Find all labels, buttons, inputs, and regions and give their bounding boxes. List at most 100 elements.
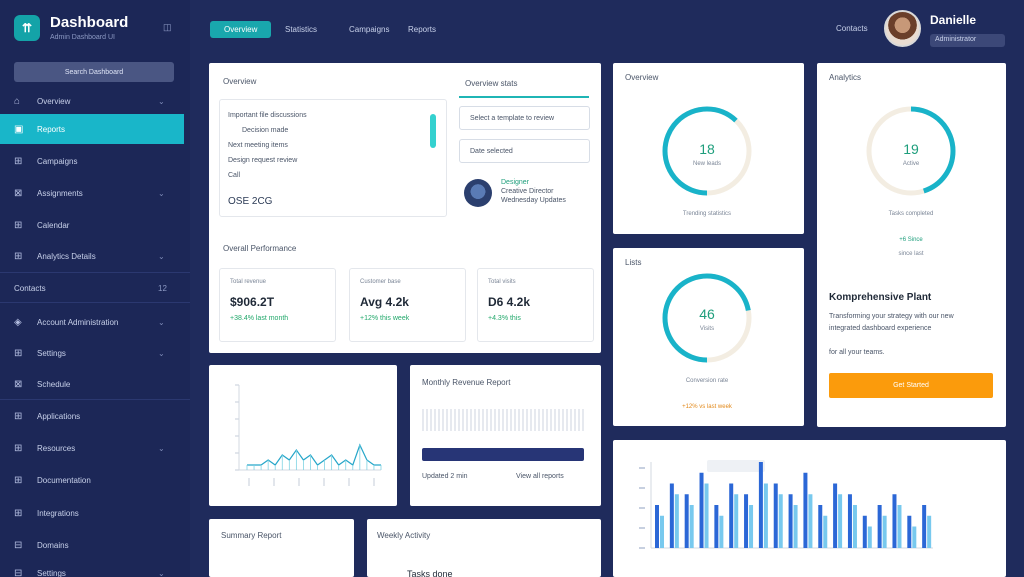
- reports-icon: ▣: [14, 123, 24, 135]
- domains-icon: ⊟: [14, 539, 23, 551]
- person-name: Designer: [501, 179, 530, 186]
- bar: [808, 494, 813, 548]
- bar: [655, 505, 659, 548]
- account-icon: ◈: [14, 316, 22, 328]
- stat-label: Total visits: [488, 279, 516, 285]
- sidebar-item-resources[interactable]: ⊞ Resources ⌄: [0, 435, 184, 461]
- bar: [922, 505, 927, 548]
- chart-icon: ⊞: [14, 250, 23, 262]
- card-title: Lists: [625, 258, 642, 267]
- bar: [788, 494, 793, 548]
- bar: [689, 505, 694, 548]
- trend-note: +12% vs last week: [682, 404, 732, 410]
- template-select[interactable]: Select a template to review: [459, 106, 590, 130]
- tab-overview[interactable]: Overview: [210, 21, 272, 38]
- sidebar-item-domains[interactable]: ⊟ Domains: [0, 532, 184, 558]
- list-item: Call: [228, 172, 241, 179]
- activity-subtitle: Tasks done: [407, 569, 453, 577]
- sidebar-item-documentation[interactable]: ⊞ Documentation: [0, 467, 184, 493]
- section-heading: Contacts: [14, 284, 46, 293]
- calendar-icon: ⊞: [14, 219, 23, 231]
- bar: [818, 505, 823, 548]
- sidebar-item-campaigns[interactable]: ⊞ Campaigns: [0, 148, 184, 174]
- promo-text: integrated dashboard experience: [829, 325, 932, 332]
- card-title: Overview: [223, 77, 257, 86]
- ring-badge: +6 Since: [899, 237, 923, 243]
- divider: [0, 399, 190, 400]
- user-name: Danielle: [930, 13, 977, 27]
- chevron-down-icon: ⌄: [158, 348, 165, 358]
- progress-ring: [866, 106, 956, 196]
- bar: [704, 483, 709, 548]
- tab-reports[interactable]: Reports: [408, 25, 437, 34]
- brand-name: Dashboard: [50, 14, 129, 31]
- summary-card: Summary Report: [209, 519, 354, 577]
- sidebar-item-label: Resources: [37, 443, 76, 453]
- sidebar-item-account[interactable]: ◈ Account Administration ⌄: [0, 309, 184, 335]
- divider: [0, 302, 190, 303]
- sidebar-item-integrations[interactable]: ⊞ Integrations: [0, 500, 184, 526]
- sidebar-item-settings[interactable]: ⊞ Settings ⌄: [0, 340, 184, 366]
- report-footer-left: Updated 2 min: [422, 473, 468, 480]
- sidebar-item-schedule[interactable]: ⊠ Schedule: [0, 371, 184, 397]
- schedule-icon: ⊠: [14, 378, 23, 390]
- date-field[interactable]: Date selected: [459, 139, 590, 163]
- sidebar-item-label: Domains: [37, 540, 69, 550]
- bar: [734, 494, 739, 548]
- ring-footer: Tasks completed: [888, 211, 934, 217]
- sidebar-item-analytics[interactable]: ⊞ Analytics Details ⌄: [0, 243, 184, 269]
- sidebar-item-overview[interactable]: ⌂ Overview ⌄: [0, 88, 184, 114]
- sidebar-item-reports[interactable]: ▣ Reports: [0, 114, 184, 144]
- chart-legend: [707, 460, 765, 472]
- bar: [838, 494, 843, 548]
- sidebar-item-label: Settings: [37, 348, 66, 358]
- bar: [660, 515, 664, 548]
- tab-statistics[interactable]: Statistics: [285, 25, 318, 34]
- contacts-link[interactable]: Contacts: [836, 24, 868, 33]
- sidebar-item-label: Reports: [37, 124, 66, 134]
- activity-card: Weekly Activity Tasks done: [367, 519, 601, 577]
- card-title: Overview: [625, 73, 659, 82]
- ring-value: 19: [903, 141, 919, 157]
- bar-chart: [639, 460, 933, 549]
- sidebar-item-label: Analytics Details: [37, 251, 96, 261]
- stat-delta: +38.4% last month: [230, 315, 289, 322]
- sidebar-item-settings-2[interactable]: ⊟ Settings ⌄: [0, 560, 184, 577]
- stats-title: Overall Performance: [223, 244, 297, 253]
- box-icon: ⊠: [14, 187, 23, 199]
- sidebar-item-calendar[interactable]: ⊞ Calendar: [0, 212, 184, 238]
- sidebar-item-label: Campaigns: [37, 156, 78, 166]
- brand: ⇈ Dashboard Admin Dashboard UI: [14, 14, 128, 41]
- message-preview[interactable]: Important file discussions Decision made…: [219, 99, 447, 217]
- get-started-button[interactable]: Get Started: [829, 373, 993, 398]
- stat-label: Total revenue: [230, 279, 267, 285]
- scrollbar[interactable]: [430, 114, 436, 148]
- bar: [803, 472, 808, 548]
- ring-card-lists: Lists 46 Visits Conversion rate +12% vs …: [613, 248, 804, 426]
- report-preview: [422, 409, 584, 431]
- ring-value: 46: [699, 306, 715, 322]
- list-item: Next meeting items: [228, 142, 288, 149]
- bar: [699, 472, 704, 548]
- collapse-sidebar-icon[interactable]: ◫: [163, 22, 172, 32]
- bar: [744, 494, 749, 548]
- avatar[interactable]: [884, 10, 921, 47]
- view-reports-link[interactable]: View all reports: [516, 473, 564, 480]
- bar: [833, 483, 838, 548]
- sidebar-search-button[interactable]: Search Dashboard: [14, 62, 174, 82]
- sidebar-item-label: Account Administration: [37, 317, 119, 327]
- apps-icon: ⊞: [14, 410, 23, 422]
- docs-icon: ⊞: [14, 474, 23, 486]
- bar: [714, 505, 719, 548]
- bar: [823, 515, 828, 548]
- tab-campaigns[interactable]: Campaigns: [349, 25, 390, 34]
- bar: [719, 515, 724, 548]
- sidebar-item-label: Settings: [37, 568, 66, 577]
- settings-icon: ⊞: [14, 347, 23, 359]
- sidebar-item-assignments[interactable]: ⊠ Assignments ⌄: [0, 180, 184, 206]
- chevron-down-icon: ⌄: [158, 96, 165, 106]
- topbar: Overview Statistics Campaigns Reports: [190, 0, 1024, 56]
- sidebar-item-applications[interactable]: ⊞ Applications: [0, 403, 184, 429]
- progress-ring: [662, 106, 752, 196]
- tab-underline: [459, 96, 589, 98]
